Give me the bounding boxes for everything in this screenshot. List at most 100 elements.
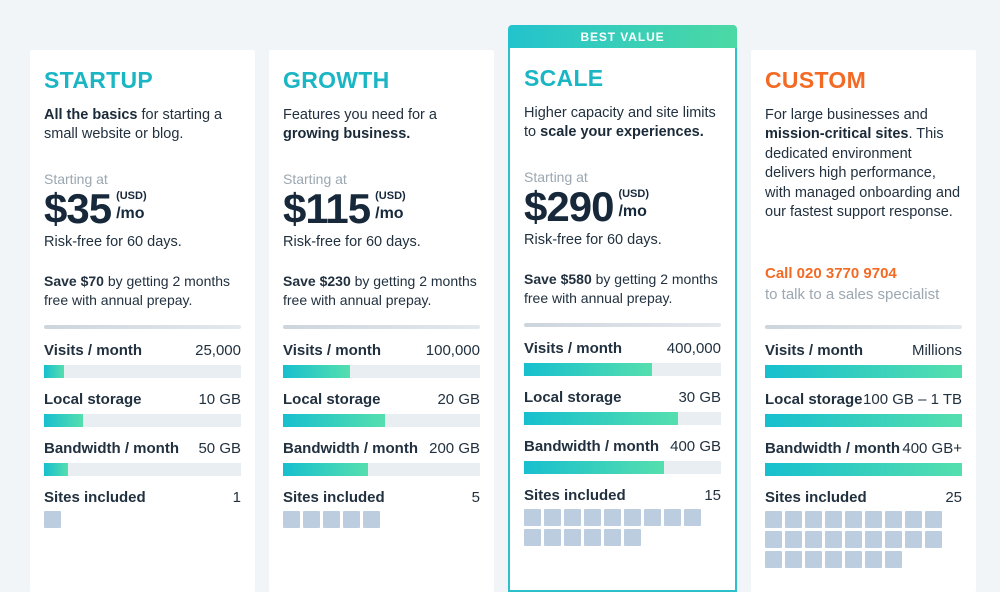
price-block: Starting at $290 (USD) /mo Risk-free for… [524,169,721,248]
feature-value: 10 GB [198,391,241,408]
plan-header: SCALE Higher capacity and site limits to… [524,48,721,323]
feature-label: Local storage [765,391,863,408]
plan-column-scale: BEST VALUE SCALE Higher capacity and sit… [508,25,737,592]
site-square [885,531,902,548]
feature-label: Sites included [283,489,385,506]
feature-row-local-storage: Local storage 30 GB [524,389,721,425]
plan-title: CUSTOM [765,67,867,93]
feature-bar-fill [765,365,962,378]
site-square [283,511,300,528]
site-square [363,511,380,528]
site-square [805,511,822,528]
feature-row-bandwidth-month: Bandwidth / month 200 GB [283,440,480,476]
site-square [845,551,862,568]
per-month-label: /mo [116,204,145,222]
feature-bar-fill [765,463,962,476]
price-side: (USD) /mo [375,189,406,223]
site-square [825,511,842,528]
features-list: Visits / month Millions Local storage 100 G… [765,342,962,568]
plan-card: CUSTOM For large businesses and mission-… [751,50,976,592]
feature-bar-fill [765,414,962,427]
site-square [925,511,942,528]
site-square [865,531,882,548]
feature-bar-track [283,463,480,476]
price-amount: $290 [524,182,614,230]
site-square [604,529,621,546]
section-divider [524,323,721,327]
site-square [323,511,340,528]
feature-value: Millions [911,342,962,359]
features-list: Visits / month 400,000 Local storage 30 GB B… [524,340,721,546]
feature-value: 400,000 [666,340,721,357]
site-square [44,511,61,528]
feature-row-bandwidth-month: Bandwidth / month 50 GB [44,440,241,476]
sites-squares [283,511,468,528]
plan-title: GROWTH [283,67,390,93]
phone-link[interactable]: Call 020 3770 9704 [765,264,897,282]
save-amount: Save $230 [283,272,351,289]
phone-subtext: to talk to a sales specialist [765,285,940,303]
feature-value: 5 [471,489,480,506]
feature-label: Bandwidth / month [44,440,179,457]
feature-row-local-storage: Local storage 10 GB [44,391,241,427]
plan-description: For large businesses and mission-critica… [765,107,961,221]
site-square [785,511,802,528]
site-square [865,551,882,568]
plan-header: CUSTOM For large businesses and mission-… [765,50,962,325]
site-square [544,529,561,546]
feature-bar-track [44,414,241,427]
site-square [564,509,581,526]
price-row: $290 (USD) /mo [524,182,721,230]
starting-at-label: Starting at [44,170,108,187]
price-amount: $115 [283,184,371,232]
section-divider [765,325,962,329]
starting-at-label: Starting at [524,168,588,185]
site-square [765,551,782,568]
feature-bar-fill [283,414,386,427]
feature-row-visits-month: Visits / month 100,000 [283,342,480,378]
site-square [544,509,561,526]
feature-bar-track [765,463,962,476]
plan-description: Features you need for a growing business… [283,107,437,143]
features-list: Visits / month 25,000 Local storage 10 GB Ba… [44,342,241,528]
save-note: Save $580 by getting 2 months free with … [524,270,721,309]
feature-label: Visits / month [44,342,143,359]
feature-value: 1 [232,489,241,506]
feature-value: 400 GB [670,438,721,455]
site-square [604,509,621,526]
site-square [845,511,862,528]
feature-label: Bandwidth / month [283,440,418,457]
feature-row-bandwidth-month: Bandwidth / month 400 GB [524,438,721,474]
per-month-label: /mo [375,204,404,222]
site-square [785,551,802,568]
feature-value: 50 GB [198,440,241,457]
feature-label: Visits / month [765,342,864,359]
site-square [805,531,822,548]
site-square [805,551,822,568]
feature-row-bandwidth-month: Bandwidth / month 400 GB+ [765,440,962,476]
save-amount: Save $70 [44,272,104,289]
feature-value: 15 [704,487,721,504]
contact-block: Call 020 3770 9704 to talk to a sales sp… [765,265,962,303]
feature-bar-fill [283,365,350,378]
currency-label: (USD) [618,187,649,200]
feature-row-sites-included: Sites included 1 [44,489,241,528]
site-square [584,529,601,546]
feature-value: 100,000 [425,342,480,359]
site-square [825,551,842,568]
site-square [885,551,902,568]
feature-label: Local storage [44,391,142,408]
sites-squares [44,511,229,528]
site-square [624,509,641,526]
price-side: (USD) /mo [618,187,649,221]
price-row: $35 (USD) /mo [44,187,241,229]
site-square [564,529,581,546]
site-square [684,509,701,526]
feature-label: Local storage [283,391,381,408]
feature-bar-track [283,365,480,378]
feature-row-local-storage: Local storage 100 GB – 1 TB [765,391,962,427]
starting-at-label: Starting at [283,170,347,187]
risk-free-note: Risk-free for 60 days. [44,233,182,250]
plan-description: All the basics for starting a small webs… [44,107,223,143]
site-square [905,531,922,548]
